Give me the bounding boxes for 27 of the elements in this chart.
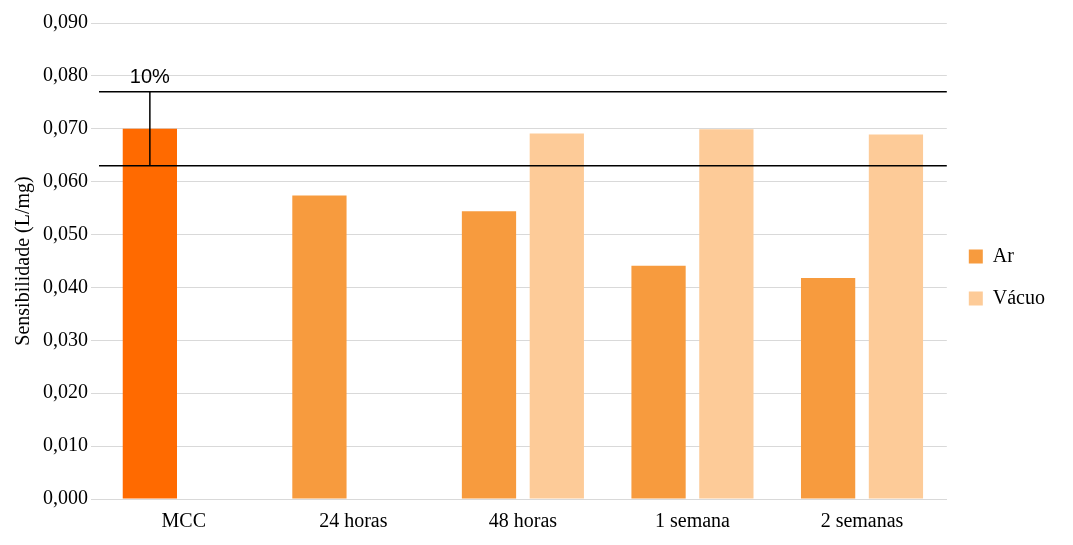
annotation: 10% bbox=[129, 65, 171, 88]
bar bbox=[461, 211, 517, 499]
bar bbox=[800, 277, 856, 499]
y-tick-label: 0,060 bbox=[43, 168, 88, 191]
y-tick-label: 0,020 bbox=[43, 380, 88, 403]
x-tick-label: 24 horas bbox=[319, 509, 388, 532]
legend-label: Vácuo bbox=[992, 285, 1046, 308]
x-tick-label: 48 horas bbox=[488, 509, 558, 532]
y-tick-label: 0,000 bbox=[43, 486, 88, 509]
y-tick-label: 0,040 bbox=[43, 274, 88, 297]
bar bbox=[122, 128, 177, 499]
y-tick-label: 0,080 bbox=[43, 63, 88, 86]
bar bbox=[699, 129, 754, 499]
y-tick-label: 0,050 bbox=[43, 221, 88, 244]
bar bbox=[868, 134, 924, 499]
y-tick-label: 0,030 bbox=[43, 327, 88, 350]
y-tick-label: 0,010 bbox=[43, 433, 88, 456]
legend-label: Ar bbox=[992, 243, 1015, 266]
y-tick-label: 0,070 bbox=[43, 116, 88, 139]
bar bbox=[292, 195, 347, 499]
x-tick-label: 1 semana bbox=[654, 509, 731, 532]
y-tick-label: 0,090 bbox=[43, 10, 88, 33]
bar bbox=[631, 265, 686, 499]
x-tick-label: MCC bbox=[161, 509, 207, 532]
bar bbox=[529, 133, 584, 499]
y-axis-title: Sensibilidade (L/mg) bbox=[11, 176, 35, 346]
x-tick-label: 2 semanas bbox=[820, 509, 904, 532]
